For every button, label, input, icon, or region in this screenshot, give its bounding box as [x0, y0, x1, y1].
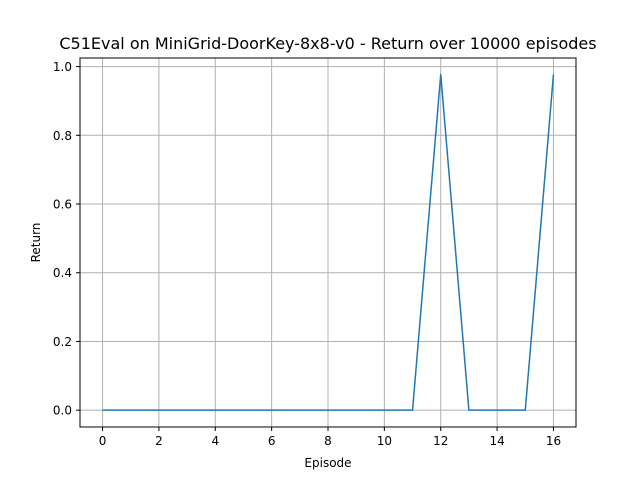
series-layer [102, 73, 555, 411]
y-tick-label: 0.8 [53, 129, 72, 143]
y-tick-label: 0.0 [53, 404, 72, 418]
x-tick-label: 14 [489, 434, 504, 448]
y-tick-label: 0.2 [53, 335, 72, 349]
x-tick-label: 4 [211, 434, 219, 448]
y-tick-label: 1.0 [53, 60, 72, 74]
x-tick-label: 12 [433, 434, 448, 448]
x-tick-label: 8 [324, 434, 332, 448]
x-tick-label: 2 [155, 434, 163, 448]
y-tick-label: 0.4 [53, 266, 72, 280]
y-tick-label: 0.6 [53, 198, 72, 212]
grid [80, 58, 576, 427]
y-axis-label: Return [29, 223, 43, 263]
ticks: 0 2 4 6 8 10 12 14 16 0.0 0.2 0.4 0.6 0.8 1.0 [53, 60, 561, 448]
x-tick-label: 16 [546, 434, 561, 448]
x-tick-label: 0 [99, 434, 107, 448]
x-axis-label: Episode [304, 456, 351, 470]
x-tick-label: 10 [377, 434, 392, 448]
x-tick-label: 6 [268, 434, 276, 448]
chart-title: C51Eval on MiniGrid-DoorKey-8x8-v0 - Ret… [59, 34, 596, 53]
